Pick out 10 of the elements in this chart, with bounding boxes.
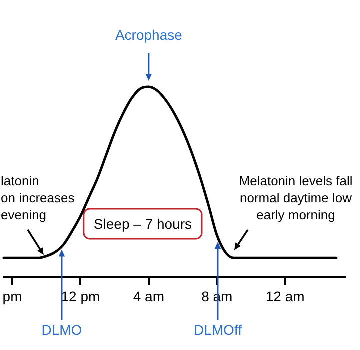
x-tick-label: 12 pm [61, 288, 100, 304]
x-tick-label: 12 am [266, 288, 305, 304]
annotation: Melatonin levels fall normal daytime low early morning [239, 174, 353, 223]
annotation: Sleep – 7 hours [94, 216, 192, 232]
text: DLMO [42, 322, 82, 338]
x-tick-label: pm [2, 288, 22, 304]
x-tick-label: 4 am [133, 288, 164, 304]
text: DLMOff [194, 322, 242, 338]
text: Acrophase [115, 26, 183, 43]
annotation: latonin on increases evening [1, 174, 76, 223]
